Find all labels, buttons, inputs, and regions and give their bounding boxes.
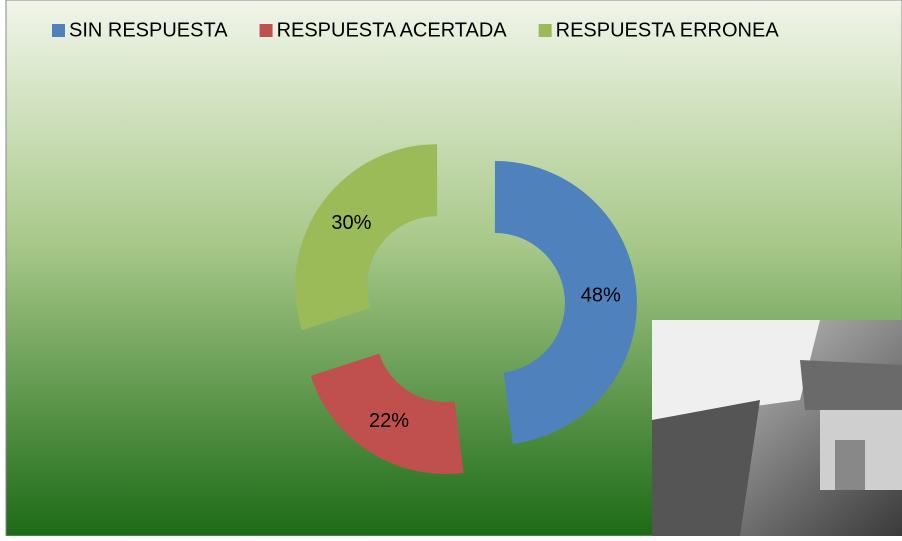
photo xyxy=(652,320,902,536)
legend-swatch xyxy=(539,24,552,37)
legend-swatch xyxy=(260,24,273,37)
data-label: 30% xyxy=(331,212,371,234)
data-label: 48% xyxy=(581,285,621,307)
legend-label: RESPUESTA ACERTADA xyxy=(277,19,508,41)
data-label: 22% xyxy=(369,410,409,432)
chart: 48% 22% 30% SIN RESPUESTA RESPUESTA ACERTAD… xyxy=(0,0,902,536)
page: 48% 22% 30% SIN RESPUESTA RESPUESTA ACERTAD… xyxy=(0,0,902,541)
legend-swatch xyxy=(52,24,65,37)
legend-label: RESPUESTA ERRONEA xyxy=(556,19,780,41)
legend: SIN RESPUESTA RESPUESTA ACERTADA RESPUESTA… xyxy=(52,19,779,41)
legend-label: SIN RESPUESTA xyxy=(69,19,228,41)
